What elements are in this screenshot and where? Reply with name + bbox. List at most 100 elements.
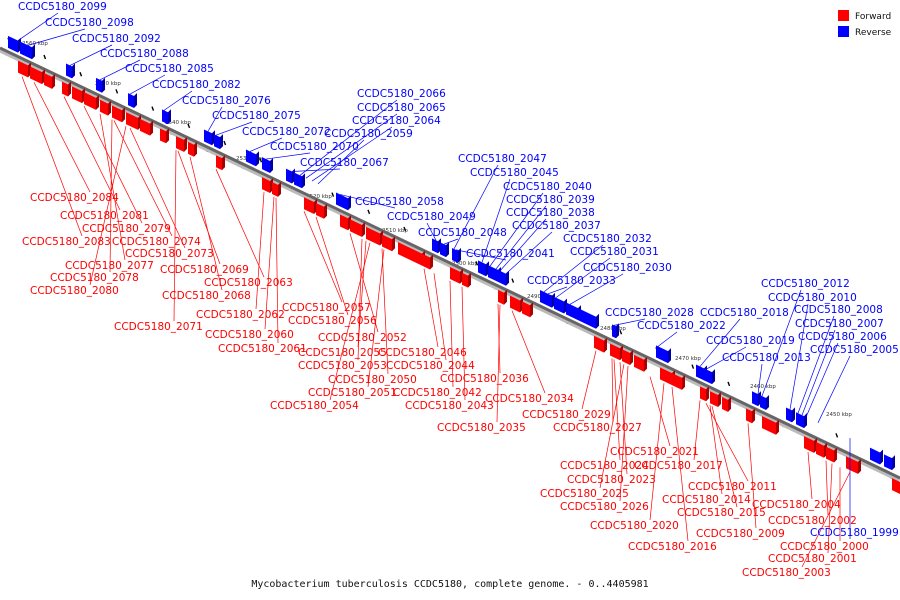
gene-shade xyxy=(718,392,721,408)
forward-gene xyxy=(44,73,52,89)
reverse-leader-line xyxy=(305,113,398,179)
forward-gene xyxy=(160,128,166,144)
gene-shade xyxy=(616,323,619,339)
gene-shade xyxy=(880,449,883,465)
reverse-leader-line xyxy=(69,44,113,66)
gene-shade xyxy=(858,458,861,474)
reverse-leader-line xyxy=(443,238,459,245)
forward-gene-label: CCDC5180_2044 xyxy=(386,360,475,372)
forward-gene-label: CCDC5180_2026 xyxy=(560,501,649,513)
reverse-gene-label: CCDC5180_2092 xyxy=(72,33,161,45)
forward-gene xyxy=(422,253,430,270)
reverse-leader-line xyxy=(543,244,604,293)
reverse-gene xyxy=(786,407,792,423)
forward-gene-label: CCDC5180_2000 xyxy=(780,541,869,553)
gene-shade xyxy=(324,203,327,219)
forward-leader-line xyxy=(177,150,221,265)
forward-leader-line xyxy=(173,150,177,322)
forward-gene-label: CCDC5180_2011 xyxy=(688,481,777,493)
reverse-gene xyxy=(432,238,438,254)
reverse-gene-label: CCDC5180_2031 xyxy=(570,246,659,258)
forward-gene xyxy=(18,60,28,78)
reverse-leader-line xyxy=(657,331,678,347)
reverse-gene xyxy=(246,149,256,167)
forward-leader-line xyxy=(423,268,439,348)
forward-gene xyxy=(522,301,530,318)
forward-gene-label: CCDC5180_2035 xyxy=(437,422,526,434)
gene-shade xyxy=(108,100,111,116)
forward-gene-label: CCDC5180_2079 xyxy=(82,223,171,235)
forward-leader-line xyxy=(264,196,275,330)
forward-gene-label: CCDC5180_2077 xyxy=(65,260,154,272)
forward-gene xyxy=(188,141,194,157)
reverse-gene xyxy=(8,35,18,53)
forward-leader-line xyxy=(189,156,223,291)
forward-leader-line xyxy=(671,387,689,542)
reverse-leader-line xyxy=(547,286,568,295)
reverse-gene-label: CCDC5180_2049 xyxy=(387,211,476,223)
reverse-gene-label: CCDC5180_2018 xyxy=(700,307,789,319)
minor-tick xyxy=(223,140,227,146)
forward-leader-line xyxy=(83,105,143,224)
reverse-gene xyxy=(704,368,712,385)
forward-gene-label: CCDC5180_2071 xyxy=(114,321,203,333)
kbp-tick-label: 2460 kbp xyxy=(750,384,776,390)
forward-gene xyxy=(462,272,468,288)
forward-leader-line xyxy=(613,359,621,461)
reverse-gene xyxy=(162,109,168,125)
forward-gene xyxy=(262,177,270,193)
forward-gene-label: CCDC5180_2027 xyxy=(553,422,642,434)
forward-gene-label: CCDC5180_2062 xyxy=(196,309,285,321)
minor-tick xyxy=(835,433,839,438)
forward-gene xyxy=(366,226,380,246)
reverse-gene-label: CCDC5180_2065 xyxy=(357,102,446,114)
minor-tick xyxy=(403,226,407,232)
forward-gene xyxy=(216,155,222,171)
forward-gene-label: CCDC5180_2029 xyxy=(522,409,611,421)
gene-shade xyxy=(728,396,731,412)
gene-shade xyxy=(222,155,225,171)
reverse-gene-label: CCDC5180_2066 xyxy=(357,88,446,100)
reverse-leader-line xyxy=(317,139,365,185)
reverse-leader-line xyxy=(569,273,624,305)
minor-tick xyxy=(187,123,191,129)
forward-leader-line xyxy=(649,376,671,447)
reverse-gene xyxy=(96,77,102,93)
reverse-gene-label: CCDC5180_2048 xyxy=(418,227,507,239)
reverse-gene xyxy=(498,269,506,286)
kbp-tick-label: 2450 kbp xyxy=(826,412,852,418)
reverse-leader-line xyxy=(499,218,547,272)
reverse-gene xyxy=(566,302,578,321)
gene-shade xyxy=(792,407,795,423)
forward-leader-line xyxy=(581,350,597,410)
forward-gene-label: CCDC5180_2050 xyxy=(328,374,417,386)
forward-leader-line xyxy=(367,249,385,388)
minor-tick xyxy=(331,192,335,197)
minor-tick xyxy=(691,364,695,369)
gene-shade xyxy=(644,356,647,372)
forward-gene-label: CCDC5180_2052 xyxy=(318,332,407,344)
legend-forward-label: Forward xyxy=(855,12,891,22)
forward-gene-label: CCDC5180_2061 xyxy=(218,343,307,355)
gene-shade xyxy=(506,270,509,286)
forward-gene xyxy=(84,92,96,110)
reverse-gene xyxy=(870,447,880,465)
forward-gene xyxy=(622,349,630,365)
forward-leader-line xyxy=(215,169,265,278)
forward-gene-label: CCDC5180_2014 xyxy=(662,494,751,506)
forward-leader-line xyxy=(63,96,121,211)
minor-tick xyxy=(115,89,119,94)
forward-gene xyxy=(450,267,460,284)
forward-gene-label: CCDC5180_2023 xyxy=(567,474,656,486)
forward-leader-line xyxy=(611,358,614,423)
forward-gene xyxy=(610,343,620,361)
reverse-gene xyxy=(204,129,212,146)
gene-shade xyxy=(468,272,471,288)
minor-tick xyxy=(727,381,731,387)
reverse-gene xyxy=(554,296,564,314)
reverse-gene xyxy=(540,290,552,308)
reverse-leader-line xyxy=(163,90,193,111)
forward-leader-line xyxy=(511,310,546,394)
genome-backbone xyxy=(0,46,900,483)
reverse-leader-line xyxy=(761,289,802,397)
